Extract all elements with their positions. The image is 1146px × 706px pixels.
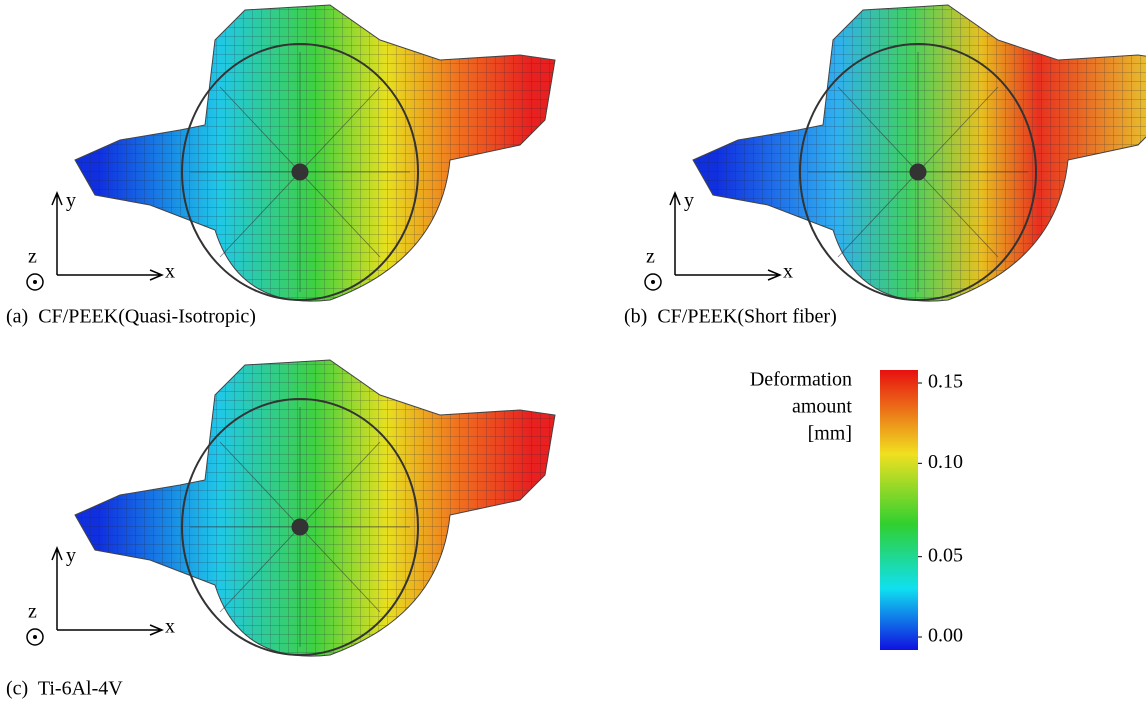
panel-b bbox=[693, 5, 1146, 301]
colorbar-title: amount bbox=[792, 396, 852, 418]
z-symbol-dot bbox=[33, 280, 37, 284]
caption: (b) CF/PEEK(Short fiber) bbox=[624, 306, 837, 328]
mesh-lines bbox=[693, 5, 1146, 301]
caption: (c) Ti-6Al-4V bbox=[6, 678, 123, 700]
axis-label: x bbox=[165, 261, 175, 283]
axis-label: x bbox=[165, 616, 175, 638]
axis-label: z bbox=[28, 246, 37, 268]
panel-a bbox=[75, 5, 555, 301]
axis-label: y bbox=[66, 545, 76, 567]
axis-label: y bbox=[684, 190, 694, 212]
axis-label: x bbox=[783, 261, 793, 283]
colorbar-tick-label: 0.10 bbox=[928, 451, 963, 473]
panel-c bbox=[75, 360, 555, 656]
z-symbol-dot bbox=[651, 280, 655, 284]
axis-label: y bbox=[66, 190, 76, 212]
figure: y x z (a) CF/PEEK(Quasi-Isotropic) y x z (b) CF… bbox=[0, 0, 1146, 706]
colorbar-tick-label: 0.05 bbox=[928, 544, 963, 566]
colorbar-title: [mm] bbox=[808, 423, 852, 445]
colorbar bbox=[880, 370, 918, 650]
axis-label: z bbox=[28, 601, 37, 623]
colorbar-tick-label: 0.15 bbox=[928, 371, 963, 393]
caption: (a) CF/PEEK(Quasi-Isotropic) bbox=[6, 306, 256, 328]
colorbar-tick-label: 0.00 bbox=[928, 625, 963, 647]
z-symbol-dot bbox=[33, 635, 37, 639]
colorbar-title: Deformation bbox=[750, 369, 852, 391]
axis-label: z bbox=[646, 246, 655, 268]
